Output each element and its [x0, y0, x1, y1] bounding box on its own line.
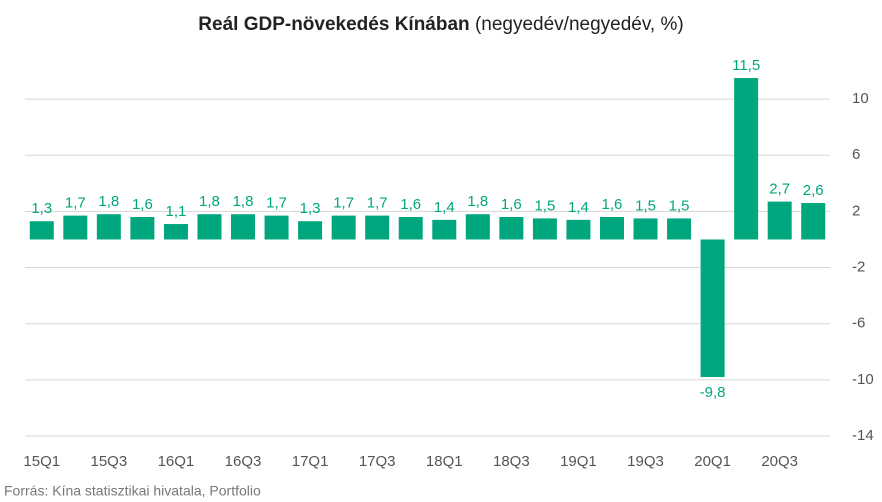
value-label: 2,6 [803, 182, 824, 199]
bar [163, 224, 188, 240]
bar [96, 214, 121, 240]
value-label: 1,7 [266, 195, 287, 212]
x-tick-label: 15Q3 [91, 453, 128, 470]
chart-title-group: Reál GDP-növekedés Kínában (negyedév/neg… [198, 14, 683, 35]
value-label: 1,6 [602, 196, 623, 213]
value-label: 1,6 [400, 196, 421, 213]
value-label: 1,8 [467, 193, 488, 210]
x-tick-label: 18Q3 [493, 453, 530, 470]
bar [365, 215, 390, 240]
value-label: -9,8 [700, 384, 726, 401]
bar [532, 218, 557, 240]
x-tick-label: 17Q1 [292, 453, 329, 470]
bar [331, 215, 356, 240]
bar [63, 215, 88, 240]
x-tick-label: 16Q1 [158, 453, 195, 470]
value-label: 1,6 [132, 196, 153, 213]
bar [667, 218, 692, 240]
x-tick-label: 16Q3 [225, 453, 262, 470]
x-tick-label: 20Q1 [694, 453, 731, 470]
bar [801, 202, 826, 240]
bar [264, 215, 289, 240]
value-label: 1,7 [367, 195, 388, 212]
bar [465, 214, 490, 240]
value-label: 1,6 [501, 196, 522, 213]
bar [432, 219, 457, 240]
bar [231, 214, 256, 240]
bar [298, 221, 323, 240]
value-label: 1,8 [98, 193, 119, 210]
bar [734, 78, 759, 240]
y-tick-label: -10 [852, 371, 874, 388]
chart-subtitle: (negyedév/negyedév, %) [475, 14, 684, 35]
x-tick-label: 17Q3 [359, 453, 396, 470]
bar [398, 217, 423, 240]
source: Forrás: Kína statisztikai hivatala, Port… [4, 483, 261, 499]
bar [29, 221, 54, 240]
bar [767, 201, 792, 240]
value-label: 1,5 [669, 197, 690, 214]
x-tick-label: 18Q1 [426, 453, 463, 470]
y-tick-label: 10 [852, 90, 869, 107]
value-label: 2,7 [769, 181, 790, 198]
value-label: 11,5 [732, 57, 760, 74]
value-label: 1,4 [434, 199, 455, 216]
value-label: 1,3 [31, 200, 52, 217]
x-tick-label: 19Q3 [627, 453, 664, 470]
y-tick-label: -14 [852, 427, 874, 444]
y-tick-label: 2 [852, 202, 860, 219]
value-label: 1,5 [534, 197, 555, 214]
value-label: 1,8 [233, 193, 254, 210]
bar [599, 217, 624, 240]
value-label: 1,8 [199, 193, 220, 210]
value-label: 1,4 [568, 199, 589, 216]
bar [700, 239, 725, 378]
y-tick-label: -6 [852, 315, 865, 332]
value-label: 1,5 [635, 197, 656, 214]
value-label: 1,1 [166, 203, 187, 220]
value-label: 1,3 [300, 200, 321, 217]
bar [197, 214, 222, 240]
x-tick-label: 19Q1 [560, 453, 597, 470]
bar [566, 219, 591, 240]
x-tick-label: 15Q1 [23, 453, 60, 470]
x-tick-label: 20Q3 [761, 453, 798, 470]
y-tick-label: -2 [852, 259, 865, 276]
bar [130, 217, 155, 240]
bar [633, 218, 658, 240]
value-label: 1,7 [65, 195, 86, 212]
value-label: 1,7 [333, 195, 354, 212]
y-tick-label: 6 [852, 146, 860, 163]
bar [499, 217, 524, 240]
chart-title: Reál GDP-növekedés Kínában [198, 14, 469, 35]
